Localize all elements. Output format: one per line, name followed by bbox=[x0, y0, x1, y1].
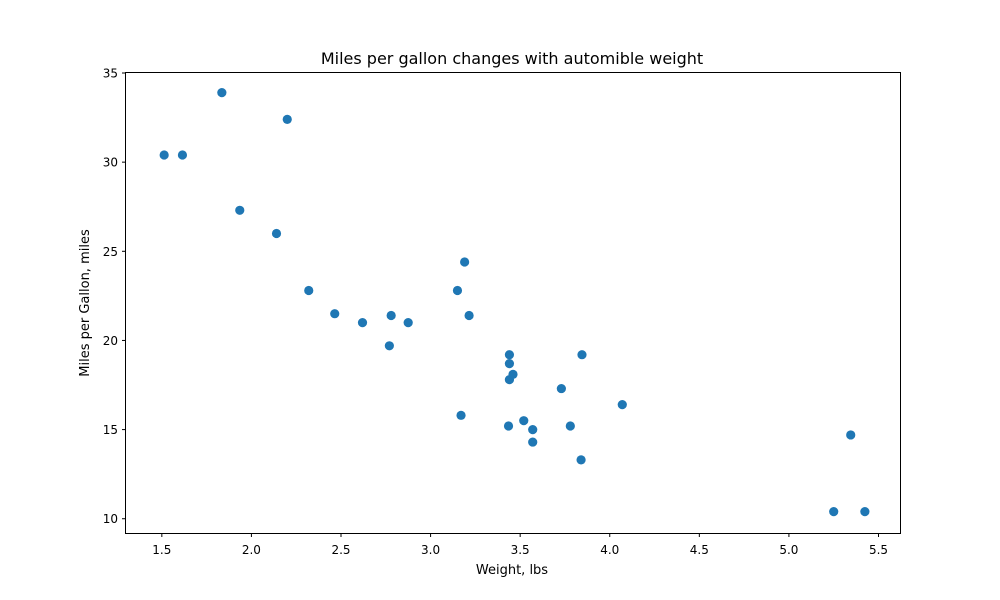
x-tick-label: 2.0 bbox=[242, 543, 261, 557]
data-point bbox=[282, 114, 292, 124]
data-point bbox=[271, 228, 282, 239]
data-point bbox=[357, 318, 368, 328]
data-point bbox=[556, 383, 566, 394]
y-tick-label: 20 bbox=[103, 334, 118, 348]
data-point bbox=[860, 507, 870, 517]
y-tick-label: 35 bbox=[103, 67, 118, 81]
y-tick-label: 25 bbox=[103, 245, 118, 259]
x-tick-label: 4.5 bbox=[690, 543, 709, 557]
data-point bbox=[503, 421, 514, 431]
plot-area-frame bbox=[125, 72, 901, 534]
data-point bbox=[403, 318, 413, 328]
x-tick-label: 3.5 bbox=[511, 543, 530, 557]
data-point bbox=[528, 424, 538, 435]
chart-title: Miles per gallon changes with automible … bbox=[321, 49, 703, 68]
data-point bbox=[217, 88, 227, 98]
data-point bbox=[159, 150, 169, 160]
data-point bbox=[386, 310, 396, 321]
x-axis-label: Weight, lbs bbox=[476, 563, 548, 578]
x-tick-label: 3.0 bbox=[421, 543, 440, 557]
y-tick-label: 30 bbox=[103, 156, 118, 170]
data-point bbox=[235, 205, 245, 215]
data-point bbox=[577, 350, 587, 360]
y-tick-label: 15 bbox=[103, 423, 118, 437]
data-point bbox=[846, 430, 856, 440]
data-point bbox=[456, 410, 466, 420]
data-point bbox=[565, 421, 575, 431]
x-axis: 1.5 2.0 2.5 3.0 3.5 4.0 4.5 5.0 5.5 bbox=[152, 533, 888, 557]
data-point bbox=[829, 507, 839, 517]
y-tick-label: 10 bbox=[103, 512, 118, 526]
data-point bbox=[384, 341, 394, 351]
data-point bbox=[304, 285, 314, 296]
data-point bbox=[330, 309, 340, 319]
data-point bbox=[460, 257, 470, 267]
x-tick-label: 2.5 bbox=[331, 543, 350, 557]
data-point bbox=[464, 310, 474, 321]
x-tick-label: 4.0 bbox=[600, 543, 619, 557]
x-tick-label: 5.0 bbox=[779, 543, 798, 557]
data-point bbox=[576, 455, 586, 465]
y-axis: 10 15 20 25 30 35 bbox=[103, 67, 126, 526]
data-points bbox=[159, 88, 870, 517]
x-tick-label: 1.5 bbox=[152, 543, 171, 557]
data-point bbox=[177, 150, 188, 160]
data-point bbox=[504, 359, 515, 369]
data-point bbox=[617, 400, 627, 410]
data-point bbox=[504, 350, 515, 360]
data-point bbox=[508, 369, 518, 379]
data-point bbox=[452, 285, 463, 296]
data-point bbox=[528, 437, 538, 447]
x-tick-label: 5.5 bbox=[869, 543, 888, 557]
data-point bbox=[519, 416, 529, 426]
y-axis-label: Miles per Gallon, miles bbox=[78, 229, 93, 377]
